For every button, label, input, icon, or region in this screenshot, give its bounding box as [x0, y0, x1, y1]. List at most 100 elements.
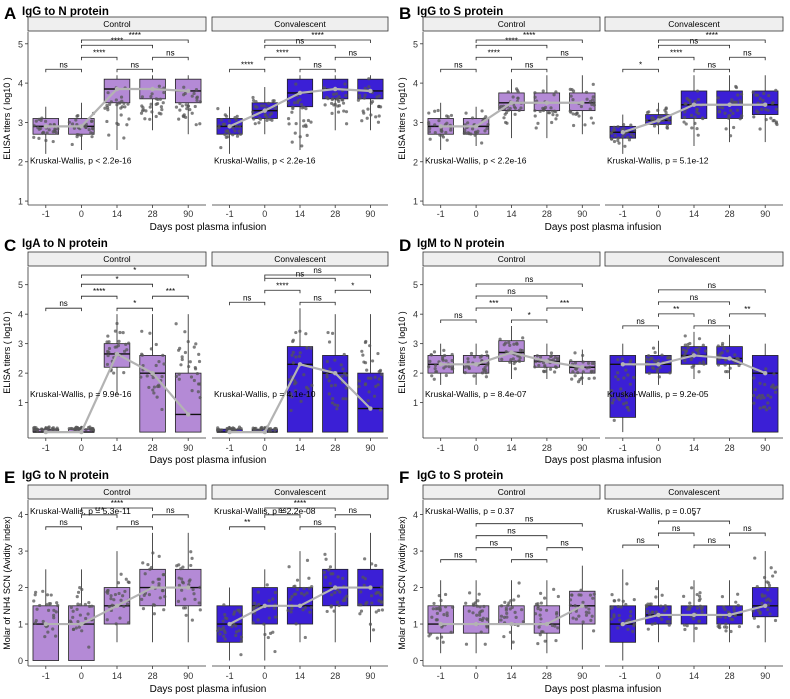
data-point	[56, 603, 60, 608]
data-point	[616, 138, 620, 143]
data-point	[555, 612, 559, 616]
bracket-line	[45, 307, 82, 312]
data-point	[80, 629, 84, 633]
box-iqr	[174, 372, 202, 433]
data-point	[436, 108, 440, 113]
box-90	[356, 75, 384, 131]
median-marker	[727, 102, 732, 107]
data-point	[720, 106, 725, 110]
data-point	[542, 369, 546, 373]
bracket-line	[334, 56, 371, 61]
significance-label: ns	[708, 317, 716, 326]
data-point	[251, 621, 255, 625]
data-point	[251, 95, 255, 100]
data-point	[520, 349, 524, 353]
data-point	[651, 610, 655, 614]
significance-label: ns	[525, 515, 533, 524]
data-point	[683, 627, 687, 632]
data-point	[106, 591, 110, 595]
data-point	[121, 594, 125, 598]
facet-convalescent: Convalescent-1 0 14 28 90ns**ns**nsnsKruskal…	[604, 251, 784, 453]
significance-label: ****	[706, 31, 718, 40]
data-point	[556, 594, 560, 599]
data-point	[324, 575, 328, 579]
significance-bracket: ns	[729, 48, 766, 61]
data-point	[627, 138, 632, 142]
data-point	[682, 115, 687, 120]
data-point	[140, 352, 144, 356]
data-point	[177, 563, 181, 567]
data-point	[700, 610, 704, 614]
data-point	[330, 111, 334, 115]
data-point	[733, 353, 737, 357]
data-point	[571, 112, 575, 116]
significance-bracket: ns	[440, 311, 477, 323]
data-point	[502, 615, 507, 619]
data-point	[366, 376, 371, 380]
x-tick-label: 0	[474, 443, 479, 453]
data-point	[333, 383, 337, 387]
data-point	[182, 93, 186, 97]
data-point	[590, 102, 594, 107]
median-marker	[297, 603, 303, 609]
data-point	[36, 126, 40, 130]
y-tick-label: 3	[18, 118, 23, 128]
data-point	[75, 607, 79, 611]
data-point	[620, 357, 624, 361]
significance-label: ns	[708, 281, 716, 290]
data-point	[584, 610, 588, 614]
data-point	[237, 425, 242, 429]
data-point	[554, 117, 558, 121]
significance-label: ns	[296, 36, 304, 45]
data-point	[464, 642, 469, 646]
data-point	[584, 90, 589, 94]
data-point	[668, 371, 672, 375]
median-marker	[150, 370, 155, 376]
data-point	[368, 344, 372, 348]
data-point	[534, 359, 538, 364]
bracket-line	[511, 68, 548, 73]
data-point	[723, 111, 727, 115]
box-14	[103, 75, 131, 150]
median-marker	[620, 130, 625, 135]
data-point	[258, 117, 263, 121]
data-point	[307, 576, 311, 580]
significance-bracket: ****	[81, 36, 153, 49]
data-point	[177, 117, 181, 121]
data-point	[358, 612, 362, 616]
data-point	[656, 115, 661, 120]
box-0	[68, 569, 95, 661]
data-point	[182, 85, 186, 89]
significance-bracket: ***	[81, 506, 118, 518]
data-point	[758, 97, 762, 101]
panel-letter: E	[4, 468, 15, 487]
data-point	[305, 346, 309, 350]
data-point	[502, 634, 506, 639]
data-point	[720, 343, 724, 348]
data-point	[154, 102, 158, 106]
data-point	[192, 378, 196, 383]
significance-label: ns	[166, 48, 174, 57]
data-point	[754, 93, 758, 97]
data-point	[197, 601, 201, 605]
data-point	[439, 635, 444, 639]
bracket-line	[81, 274, 189, 278]
data-point	[140, 329, 144, 333]
data-point	[508, 106, 512, 111]
data-point	[76, 590, 81, 594]
data-point	[442, 613, 446, 617]
data-point	[482, 604, 486, 609]
panel-letter: C	[4, 236, 16, 255]
data-point	[534, 602, 539, 606]
data-point	[591, 121, 595, 125]
data-point	[434, 370, 438, 374]
data-point	[77, 625, 81, 629]
y-tick-label: 1	[413, 620, 418, 630]
data-point	[581, 620, 585, 624]
data-point	[756, 608, 761, 613]
significance-label: ns	[743, 48, 751, 57]
data-point	[180, 104, 184, 108]
data-point	[508, 360, 512, 364]
significance-bracket: ns	[475, 515, 583, 527]
significance-label: ****	[129, 31, 141, 40]
